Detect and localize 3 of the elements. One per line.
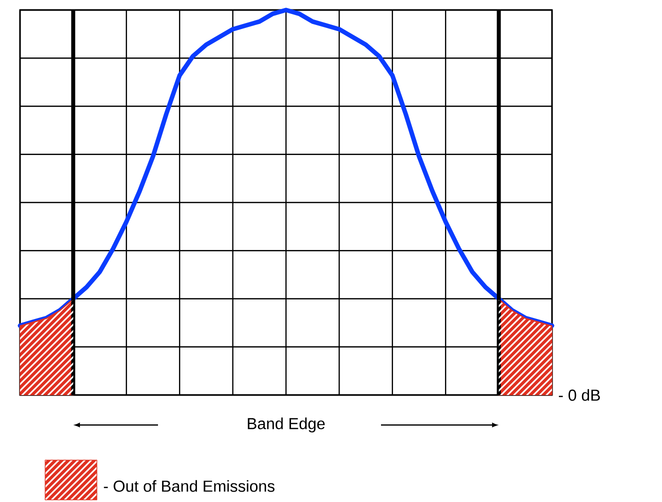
text: - 0 dB [558,389,600,401]
text: Band Edge [248,418,325,432]
text: - Out of Band Emissions [104,480,274,492]
